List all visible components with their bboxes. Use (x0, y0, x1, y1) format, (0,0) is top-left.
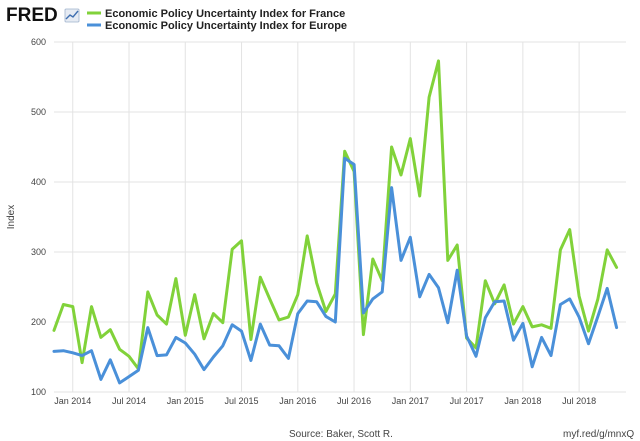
series-line-europe[interactable] (52, 156, 619, 385)
series-line-france[interactable] (52, 59, 619, 371)
x-tick-label: Jan 2015 (167, 396, 204, 406)
x-tick-label: Jan 2016 (279, 396, 316, 406)
legend-item-europe[interactable]: Economic Policy Uncertainty Index for Eu… (87, 20, 347, 32)
legend: Economic Policy Uncertainty Index for Fr… (87, 8, 347, 32)
x-axis-ticks: Jan 2014 Jul 2014 Jan 2015 Jul 2015 Jan 2016… (54, 396, 596, 406)
y-axis-title: Index (6, 205, 17, 229)
y-tick-label: 300 (31, 247, 46, 257)
legend-item-france[interactable]: Economic Policy Uncertainty Index for Fr… (87, 8, 345, 20)
x-tick-label: Jul 2017 (450, 396, 484, 406)
y-tick-label: 200 (31, 317, 46, 327)
source-note: Source: Baker, Scott R. (289, 429, 393, 440)
x-tick-label: Jul 2016 (337, 396, 371, 406)
chart-logo-icon (64, 8, 80, 23)
legend-label-europe: Economic Policy Uncertainty Index for Eu… (105, 20, 347, 32)
footer: Source: Baker, Scott R. myf.red/g/mnxQ (289, 429, 634, 440)
x-tick-label: Jan 2014 (54, 396, 91, 406)
short-url[interactable]: myf.red/g/mnxQ (563, 429, 634, 440)
y-tick-label: 500 (31, 107, 46, 117)
legend-label-france: Economic Policy Uncertainty Index for Fr… (105, 8, 345, 20)
header: FRED (6, 5, 80, 26)
x-tick-label: Jul 2014 (112, 396, 146, 406)
x-tick-label: Jan 2018 (504, 396, 541, 406)
x-tick-label: Jul 2015 (225, 396, 259, 406)
fred-logo[interactable]: FRED (6, 5, 58, 26)
series-lines (52, 59, 619, 385)
x-tick-label: Jul 2018 (562, 396, 596, 406)
y-tick-label: 600 (31, 37, 46, 47)
y-tick-label: 400 (31, 177, 46, 187)
y-axis-ticks: 100 200 300 400 500 600 (31, 37, 46, 397)
x-tick-label: Jan 2017 (392, 396, 429, 406)
y-tick-label: 100 (31, 387, 46, 397)
